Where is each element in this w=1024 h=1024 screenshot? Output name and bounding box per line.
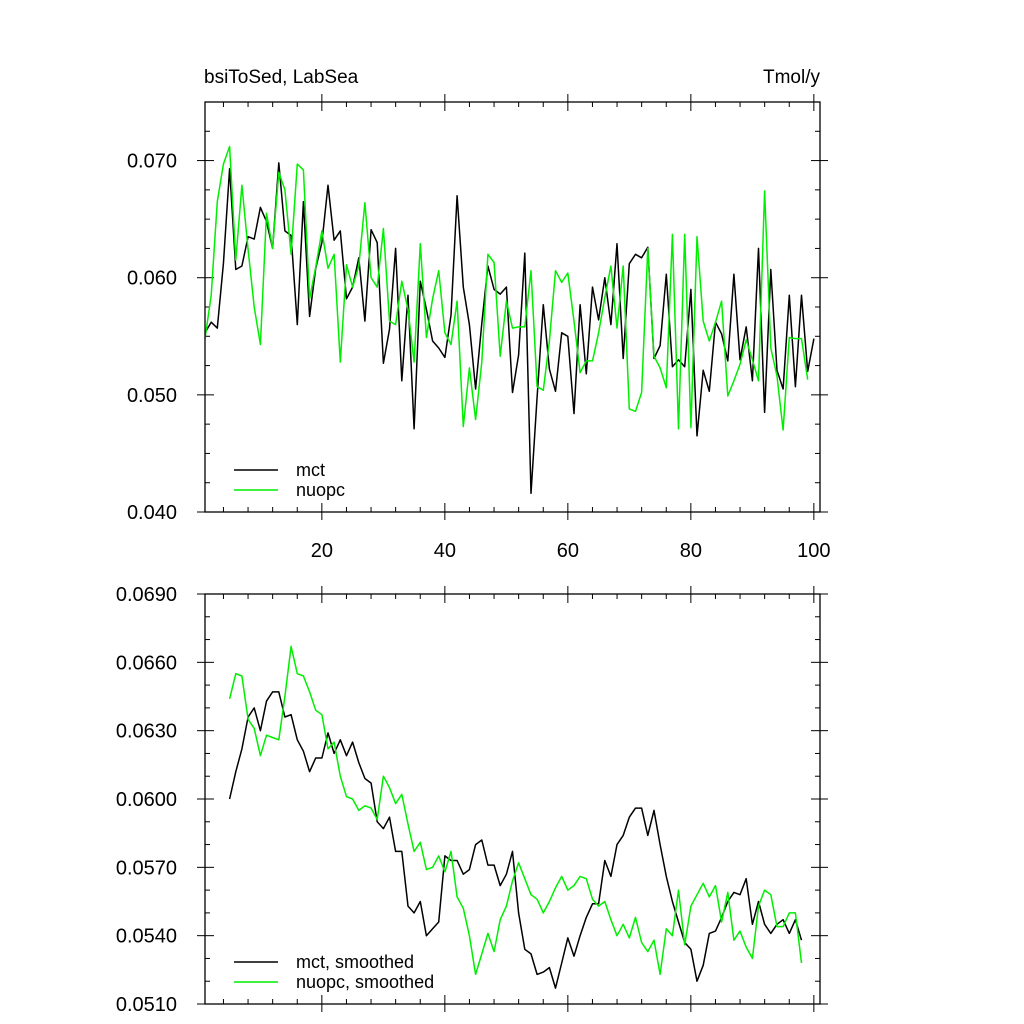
top-panel-legend: mct nuopc bbox=[234, 460, 345, 500]
bottom-panel-ticks: 0.0510 0.0540 0.0570 0.0600 0.0630 0.0660 0.06… bbox=[116, 584, 828, 1016]
y-tick-label: 0.050 bbox=[127, 385, 177, 407]
y-tick-label: 0.0570 bbox=[116, 857, 177, 879]
y-tick-label: 0.0510 bbox=[116, 994, 177, 1016]
series-line-nuopc bbox=[204, 145, 809, 431]
chart-title-left: bsiToSed, LabSea bbox=[204, 67, 359, 88]
series-line-mct-smoothed bbox=[228, 691, 803, 989]
legend-label-mct-smoothed: mct, smoothed bbox=[296, 952, 414, 972]
y-tick-label: 0.040 bbox=[127, 502, 177, 524]
top-panel-ticks: 20 40 60 80 100 0.040 0.050 0.060 0.070 bbox=[127, 94, 831, 562]
legend-label-nuopc-smoothed: nuopc, smoothed bbox=[296, 972, 434, 992]
x-tick-label: 80 bbox=[680, 540, 702, 562]
y-tick-label: 0.0660 bbox=[116, 652, 177, 674]
x-tick-label: 100 bbox=[797, 540, 830, 562]
legend-label-nuopc: nuopc bbox=[296, 480, 345, 500]
y-tick-label: 0.0690 bbox=[116, 584, 177, 606]
y-tick-label: 0.0600 bbox=[116, 789, 177, 811]
top-panel-series bbox=[204, 145, 815, 495]
x-tick-label: 40 bbox=[434, 540, 456, 562]
bottom-panel: 0.0510 0.0540 0.0570 0.0600 0.0630 0.0660 0.06… bbox=[116, 584, 828, 1016]
series-line-mct bbox=[204, 162, 815, 495]
y-tick-label: 0.0540 bbox=[116, 926, 177, 948]
chart-units-label: Tmol/y bbox=[763, 67, 821, 88]
top-panel: bsiToSed, LabSea Tmol/y 20 40 60 80 100 0.040… bbox=[127, 67, 831, 562]
y-tick-label: 0.0630 bbox=[116, 721, 177, 743]
legend-label-mct: mct bbox=[296, 460, 325, 480]
y-tick-label: 0.060 bbox=[127, 268, 177, 290]
bottom-panel-series bbox=[228, 645, 803, 989]
y-tick-label: 0.070 bbox=[127, 151, 177, 173]
x-tick-label: 20 bbox=[311, 540, 333, 562]
top-panel-frame bbox=[204, 101, 821, 513]
bottom-panel-legend: mct, smoothed nuopc, smoothed bbox=[234, 952, 434, 992]
bottom-panel-frame bbox=[204, 593, 821, 1005]
series-line-nuopc-smoothed bbox=[228, 645, 803, 976]
x-tick-label: 60 bbox=[557, 540, 579, 562]
